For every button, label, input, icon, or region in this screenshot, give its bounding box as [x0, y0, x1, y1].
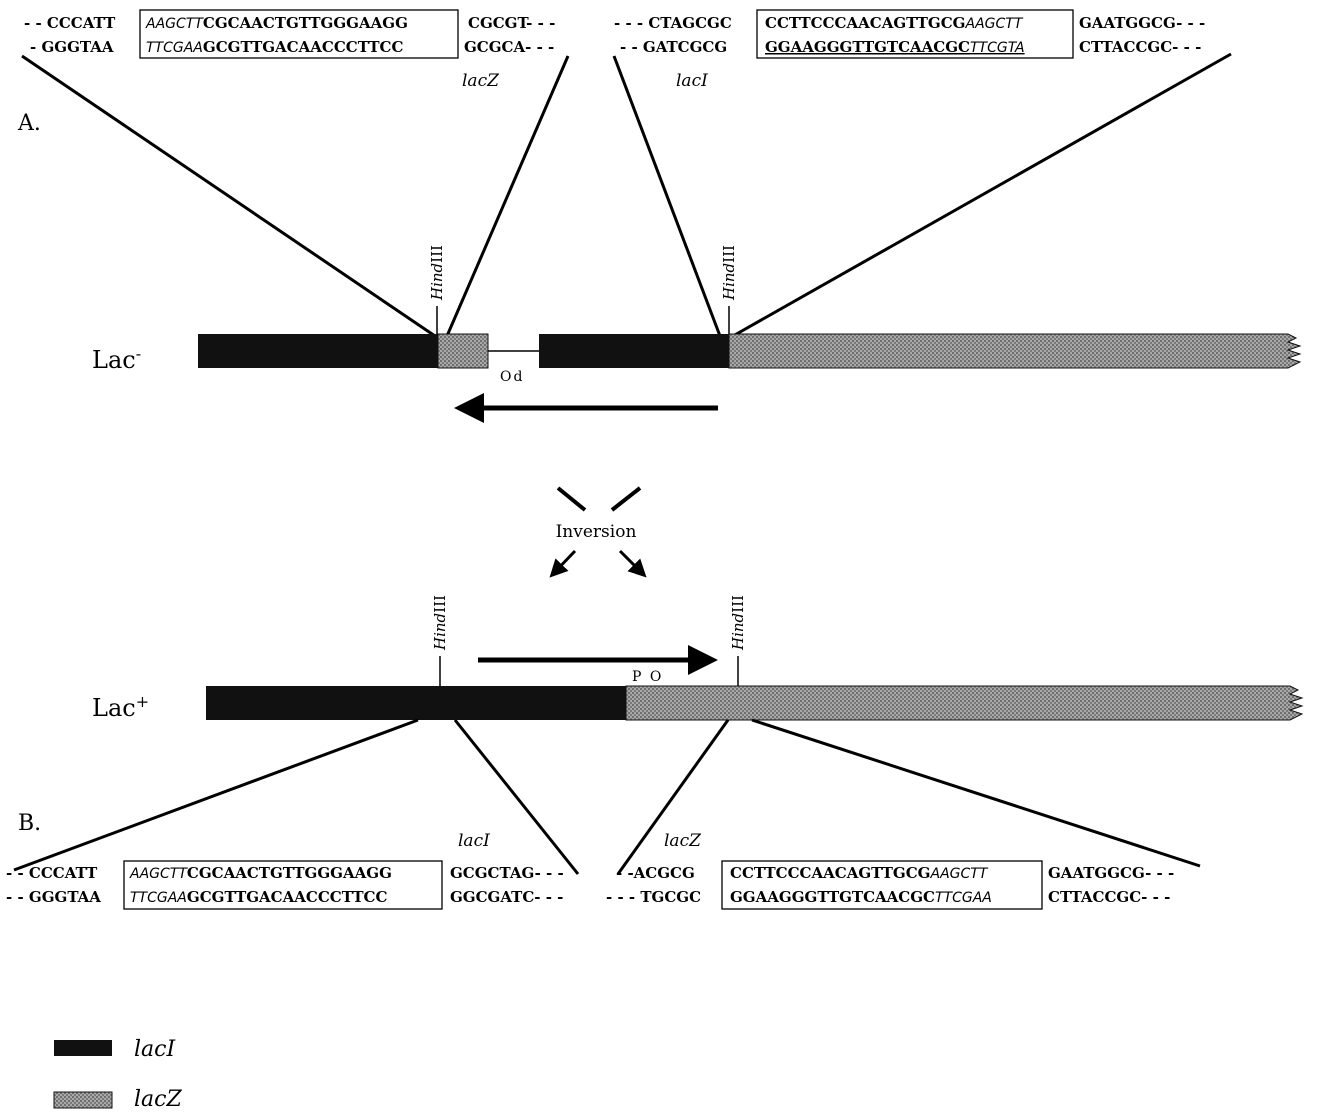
strain-lac-minus: Lac-	[92, 344, 141, 375]
seq-b-right-box	[721, 860, 1043, 910]
seq-b-right-top-post: GAATGGCG- - -	[1048, 864, 1174, 882]
lacz-segment	[437, 333, 489, 369]
lac-minus-construct: Lac- Od	[92, 333, 1302, 423]
seq-a-left-top-site: AAGCTT	[145, 16, 204, 32]
panel-a-zoom-lines	[21, 52, 1232, 338]
seq-b-left-bottom-site: TTCGAA	[130, 890, 187, 906]
seq-a-left-top-boxed: CGCAACTGTTGGGAAGG	[203, 14, 408, 32]
svg-text:GGAAGGGTTGTCAACGCTTCGTA: GGAAGGGTTGTCAACGCTTCGTA	[765, 38, 1025, 56]
seq-b-left-box	[123, 860, 443, 910]
zoom-line	[732, 52, 1232, 338]
panel-label-a: A.	[17, 111, 41, 136]
inversion-stroke	[610, 486, 642, 512]
seq-a-right-top-pre: - - - CTAGCGC	[614, 14, 732, 32]
seq-a-right-bottom-post: CTTACCGC- - -	[1079, 38, 1201, 56]
seq-b-right-bottom-boxed: GGAAGGGTTGTCAACGC	[730, 888, 935, 906]
zoom-line	[616, 719, 730, 875]
legend-label-laci: lacI	[134, 1037, 176, 1062]
hind-label-a-left: HindIII	[428, 245, 446, 301]
seq-a-right-top-site: AAGCTT	[965, 16, 1024, 32]
seq-a-right-box	[756, 9, 1074, 59]
svg-text:AAGCTTCGCAACTGTTGGGAAGG: AAGCTTCGCAACTGTTGGGAAGG	[129, 864, 392, 882]
svg-text:TTCGAAGCGTTGACAACCCTTCC: TTCGAAGCGTTGACAACCCTTCC	[146, 38, 403, 56]
inversion-symbol: Inversion	[549, 486, 647, 578]
gene-label-a-laci: lacI	[676, 71, 708, 91]
svg-text:TTCGAAGCGTTGACAACCCTTCC: TTCGAAGCGTTGACAACCCTTCC	[130, 888, 387, 906]
panel-b-left-sequence: lacI - - CCCATT AAGCTTCGCAACTGTTGGGAAGG …	[6, 831, 564, 910]
seq-b-right-bottom-site: TTCGAA	[935, 890, 992, 906]
legend: lacI lacZ	[53, 1037, 182, 1112]
inversion-stroke	[556, 486, 587, 512]
seq-a-right-bottom-site: TTCGTA	[970, 40, 1025, 56]
hind-label-b-right: HindIII	[729, 595, 747, 651]
legend-swatch-lacz	[53, 1091, 113, 1109]
zoom-line	[21, 54, 436, 338]
svg-text:GGAAGGGTTGTCAACGCTTCGAA: GGAAGGGTTGTCAACGCTTCGAA	[730, 888, 992, 906]
seq-a-left-bottom-post: GCGCA- - -	[464, 38, 554, 56]
seq-a-left-bottom-pre: - GGGTAA	[30, 38, 114, 56]
seq-b-right-bottom-post: CTTACCGC- - -	[1048, 888, 1170, 906]
lacz-segment	[625, 685, 1304, 721]
zoom-line	[445, 55, 570, 337]
strain-lac-plus: Lac+	[92, 692, 149, 723]
panel-label-b: B.	[18, 811, 41, 836]
panel-b-right-sequence: lacZ - -ACGCG CCTTCCCAACAGTTGCGAAGCTT GA…	[606, 831, 1174, 910]
zoom-line	[751, 718, 1201, 868]
seq-b-left-bottom-post: GGCGATC- - -	[450, 888, 563, 906]
laci-segment	[539, 334, 729, 368]
seq-b-left-top-boxed: CGCAACTGTTGGGAAGG	[187, 864, 392, 882]
inversion-label: Inversion	[556, 522, 637, 542]
seq-a-left-top-pre: - - CCCATT	[24, 14, 116, 32]
legend-swatch-laci	[54, 1040, 112, 1056]
laci-segment	[198, 334, 438, 368]
seq-b-right-top-pre: - -ACGCG	[616, 864, 695, 882]
gene-label-b-lacz: lacZ	[664, 831, 702, 851]
panel-b-hind-sites: HindIII HindIII	[431, 595, 747, 688]
hind-label-a-right: HindIII	[720, 245, 738, 301]
seq-b-left-bottom-pre: - - GGGTAA	[6, 888, 101, 906]
hind-label-b-left: HindIII	[431, 595, 449, 651]
po-label-b: P O	[632, 669, 663, 685]
panel-a-left-sequence: - - CCCATT AAGCTTCGCAACTGTTGGGAAGG CGCGT…	[24, 9, 555, 91]
seq-a-right-bottom-pre: - - GATCGCG	[620, 38, 727, 56]
seq-b-right-top-boxed: CCTTCCCAACAGTTGCG	[730, 864, 931, 882]
seq-b-right-top-site: AAGCTT	[930, 866, 989, 882]
seq-b-left-top-site: AAGCTT	[129, 866, 188, 882]
seq-a-right-bottom-boxed: GGAAGGGTTGTCAACGC	[765, 38, 970, 56]
seq-a-right-top-boxed: CCTTCCCAACAGTTGCG	[765, 14, 966, 32]
svg-text:CCTTCCCAACAGTTGCGAAGCTT: CCTTCCCAACAGTTGCGAAGCTT	[730, 864, 989, 882]
legend-label-lacz: lacZ	[134, 1087, 182, 1112]
lac-plus-construct: Lac+	[92, 685, 1304, 723]
zoom-line	[612, 55, 722, 337]
seq-a-left-bottom-boxed: GCGTTGACAACCCTTCC	[203, 38, 404, 56]
gene-label-b-laci: lacI	[458, 831, 490, 851]
gene-label-a-lacz: lacZ	[462, 71, 500, 91]
inversion-arrow	[549, 549, 577, 578]
inversion-arrow	[618, 549, 647, 578]
lacz-segment	[728, 333, 1302, 369]
seq-a-left-top-post: CGCGT- - -	[468, 14, 555, 32]
zoom-line	[13, 718, 419, 872]
seq-a-left-box	[139, 9, 459, 59]
zoom-line	[453, 719, 580, 875]
laci-segment	[206, 686, 626, 720]
seq-a-right-top-post: GAATGGCG- - -	[1079, 14, 1205, 32]
panel-b-zoom-lines	[13, 718, 1201, 875]
seq-b-left-bottom-boxed: GCGTTGACAACCCTTCC	[187, 888, 388, 906]
seq-b-right-bottom-pre: - - - TGCGC	[606, 888, 701, 906]
seq-a-left-bottom-site: TTCGAA	[146, 40, 203, 56]
seq-b-left-top-post: GCGCTAG- - -	[450, 864, 564, 882]
svg-text:AAGCTTCGCAACTGTTGGGAAGG: AAGCTTCGCAACTGTTGGGAAGG	[145, 14, 408, 32]
po-label-a: Od	[500, 369, 524, 385]
seq-b-left-top-pre: - - CCCATT	[6, 864, 98, 882]
panel-a-hind-sites: HindIII HindIII	[428, 245, 738, 336]
svg-text:CCTTCCCAACAGTTGCGAAGCTT: CCTTCCCAACAGTTGCGAAGCTT	[765, 14, 1024, 32]
panel-a-right-sequence: - - - CTAGCGC CCTTCCCAACAGTTGCGAAGCTT GA…	[614, 9, 1205, 91]
